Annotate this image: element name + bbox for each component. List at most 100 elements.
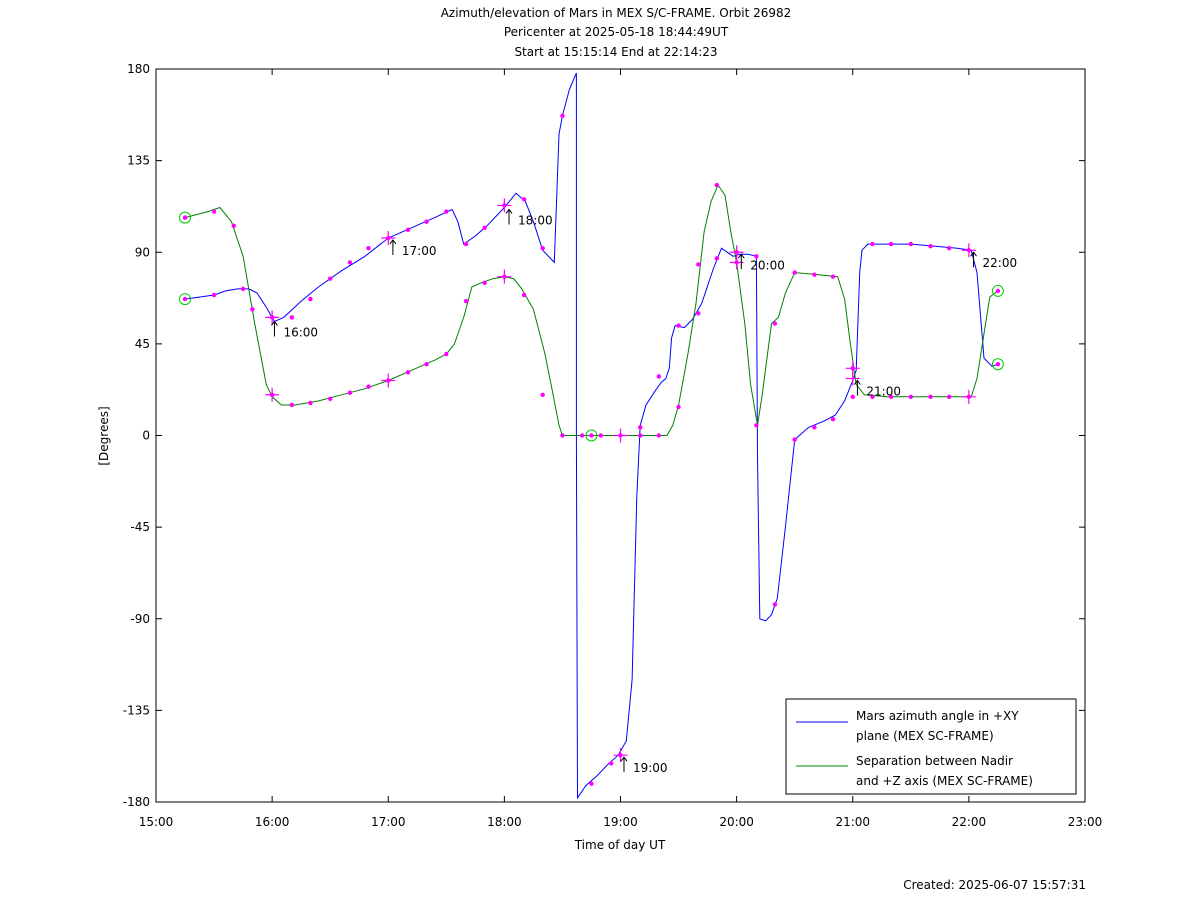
series-1-marker-22 bbox=[598, 433, 603, 438]
hour-annotation-label-3: 19:00 bbox=[633, 761, 668, 775]
chart-title-line-2: Pericenter at 2025-05-18 18:44:49UT bbox=[504, 25, 729, 39]
legend-separation-line-1: Separation between Nadir bbox=[856, 754, 1013, 768]
series-1-marker-15 bbox=[482, 280, 487, 285]
series-1-marker-0 bbox=[182, 215, 188, 220]
chart-title-line-3: Start at 15:15:14 End at 22:14:23 bbox=[514, 45, 717, 59]
series-1-marker-40 bbox=[946, 394, 952, 400]
x-tick-label-0: 15:00 bbox=[139, 815, 174, 829]
series-1-marker-38 bbox=[908, 394, 914, 400]
legend-azimuth-line-2: plane (MEX SC-FRAME) bbox=[856, 729, 994, 743]
series-0-hour-marker-0 bbox=[265, 310, 280, 325]
series-0-marker-0 bbox=[182, 296, 188, 302]
plot-markers bbox=[179, 113, 1004, 786]
series-1-marker-35 bbox=[850, 394, 855, 400]
series-1-marker-17 bbox=[521, 292, 527, 298]
y-tick-label-6: -90 bbox=[130, 612, 150, 626]
series-0-marker-1 bbox=[211, 292, 217, 298]
series-0-marker-17 bbox=[540, 245, 545, 251]
created-footer: Created: 2025-06-07 15:57:31 bbox=[903, 878, 1086, 892]
series-1-end-marker-2 bbox=[991, 284, 1004, 297]
hour-annotation-arrow-0 bbox=[271, 320, 278, 337]
series-1-marker-39 bbox=[928, 394, 933, 400]
series-0-marker-38 bbox=[946, 245, 952, 251]
series-0-marker-40 bbox=[995, 362, 1001, 367]
series-0-hour-marker-3 bbox=[613, 748, 628, 763]
series-1-marker-42 bbox=[995, 288, 1001, 294]
series-1-marker-12 bbox=[424, 362, 429, 367]
series-1-marker-5 bbox=[289, 402, 295, 408]
series-0-marker-11 bbox=[424, 219, 429, 224]
series-0-marker-14 bbox=[482, 225, 487, 231]
hour-annotation-arrow-3 bbox=[620, 756, 628, 773]
series-0-marker-6 bbox=[327, 276, 333, 281]
legend-box bbox=[785, 698, 1077, 795]
series-0-marker-26 bbox=[714, 256, 720, 261]
series-0-marker-25 bbox=[696, 311, 701, 316]
series-1-marker-31 bbox=[772, 321, 778, 326]
series-0-marker-34 bbox=[870, 241, 875, 247]
hour-annotation-label-6: 22:00 bbox=[983, 256, 1018, 270]
hour-annotation-label-4: 20:00 bbox=[750, 258, 785, 272]
series-0-marker-13 bbox=[463, 241, 469, 247]
series-0-marker-20 bbox=[609, 761, 614, 766]
series-0-marker-12 bbox=[444, 209, 449, 214]
legend-azimuth-line-1: Mars azimuth angle in +XY bbox=[856, 709, 1019, 723]
series-0-marker-24 bbox=[676, 323, 681, 328]
series-1-hour-marker-0 bbox=[265, 387, 280, 402]
series-0-marker-8 bbox=[366, 245, 371, 251]
x-tick-label-7: 22:00 bbox=[952, 815, 987, 829]
chart-title-line-1: Azimuth/elevation of Mars in MEX S/C-FRA… bbox=[441, 6, 792, 20]
series-1-hour-marker-6 bbox=[961, 389, 976, 404]
hour-annotation-arrow-1 bbox=[389, 239, 397, 255]
series-1-hour-marker-3 bbox=[613, 428, 628, 443]
series-1-hour-marker-5 bbox=[845, 371, 860, 386]
hour-annotation-arrow-5 bbox=[853, 379, 861, 396]
series-0-marker-18 bbox=[560, 113, 565, 119]
legend: Mars azimuth angle in +XY plane (MEX SC-… bbox=[785, 698, 1077, 795]
series-0-marker-5 bbox=[308, 296, 313, 302]
series-1-marker-21 bbox=[589, 433, 594, 438]
series-1-marker-26 bbox=[676, 404, 681, 410]
series-1-hour-marker-1 bbox=[381, 373, 396, 388]
series-1-marker-27 bbox=[696, 262, 701, 267]
series-0-marker-29 bbox=[772, 602, 778, 607]
series-0-hour-marker-6 bbox=[961, 243, 976, 258]
series-0-marker-30 bbox=[792, 437, 797, 442]
series-0-marker-23 bbox=[656, 374, 662, 379]
x-tick-label-3: 18:00 bbox=[487, 815, 522, 829]
series-1-marker-18 bbox=[540, 392, 545, 397]
series-1-marker-19 bbox=[560, 433, 565, 438]
series-1-marker-6 bbox=[308, 400, 313, 406]
hour-annotation-arrow-2 bbox=[505, 208, 513, 225]
series-0-marker-31 bbox=[812, 425, 817, 430]
x-tick-label-5: 20:00 bbox=[719, 815, 754, 829]
series-0-hour-marker-1 bbox=[381, 230, 396, 245]
series-1-marker-14 bbox=[463, 298, 469, 304]
series-1-marker-30 bbox=[754, 423, 759, 428]
x-tick-labels: 15:00 16:00 17:00 18:00 19:00 20:00 21:00 22:00… bbox=[139, 815, 1103, 829]
series-0-hour-marker-2 bbox=[497, 198, 512, 213]
series-1-marker-3 bbox=[250, 307, 255, 312]
series-1-marker-13 bbox=[444, 351, 449, 357]
hour-annotation-label-5: 21:00 bbox=[866, 384, 901, 398]
series-0-marker-28 bbox=[754, 254, 759, 259]
hour-annotation-arrow-6 bbox=[970, 251, 977, 268]
x-tick-label-1: 16:00 bbox=[255, 815, 290, 829]
hour-annotation-arrow-4 bbox=[737, 253, 745, 270]
x-tick-label-6: 21:00 bbox=[835, 815, 870, 829]
x-axis-label: Time of day UT bbox=[574, 838, 666, 852]
series-1-marker-20 bbox=[579, 433, 585, 438]
hour-annotations: 16:00 17:00 18:00 19:00 20:00 21:00 22:00 bbox=[271, 208, 1018, 775]
series-1-marker-32 bbox=[792, 270, 797, 275]
y-tick-label-3: 45 bbox=[135, 337, 150, 351]
series-1-marker-36 bbox=[870, 394, 875, 400]
series-1-marker-33 bbox=[812, 272, 817, 277]
y-tick-label-0: 180 bbox=[127, 62, 150, 76]
series-line-0 bbox=[184, 72, 999, 800]
y-tick-labels: 180 135 90 45 0 -45 -90 -135 -180 bbox=[123, 62, 150, 809]
legend-separation-line-2: and +Z axis (MEX SC-FRAME) bbox=[856, 774, 1033, 788]
series-1-marker-25 bbox=[656, 433, 662, 438]
series-0-marker-4 bbox=[289, 315, 295, 320]
x-tick-label-4: 19:00 bbox=[603, 815, 638, 829]
